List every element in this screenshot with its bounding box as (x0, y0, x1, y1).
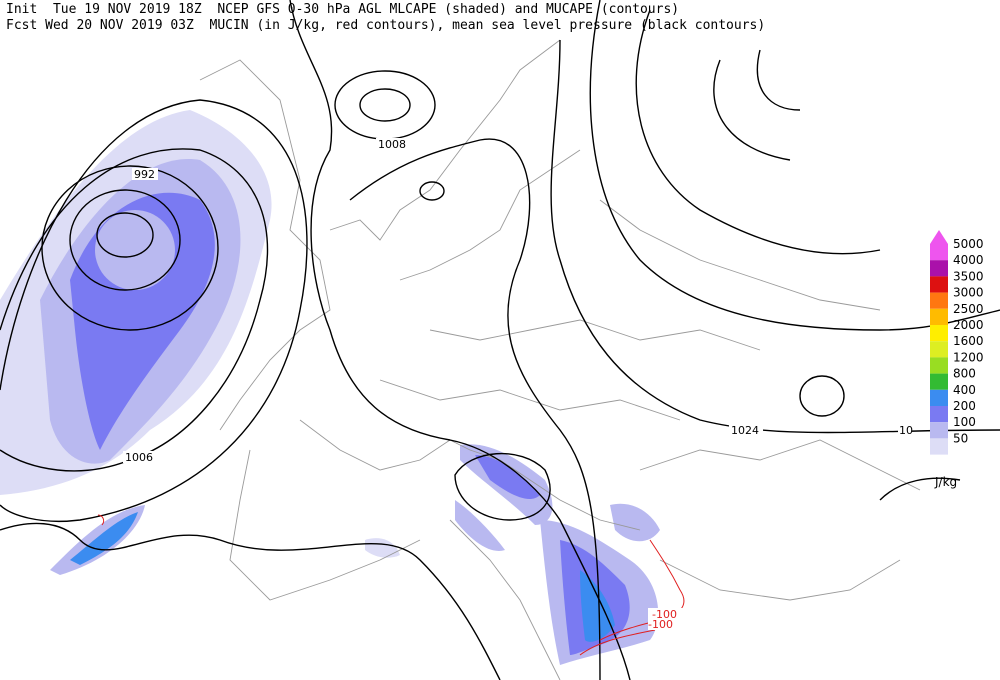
label-bg (648, 608, 684, 630)
legend-swatch (930, 341, 948, 358)
legend-label: 2500 (953, 302, 984, 316)
legend-swatch (930, 422, 948, 439)
contour-labels: 992 1008 1006 1024 10 -100 -100 (123, 138, 913, 631)
legend-label: 1200 (953, 350, 984, 364)
legend-unit: J/kg (934, 475, 957, 489)
legend-label: 400 (953, 383, 976, 397)
legend-label: 3000 (953, 286, 984, 300)
legend-label: 4000 (953, 253, 984, 267)
legend-label: 1600 (953, 334, 984, 348)
contour-label: 992 (134, 168, 155, 181)
legend-swatch (930, 406, 948, 423)
legend-label: 100 (953, 415, 976, 429)
legend-swatch (930, 276, 948, 293)
legend-swatch (930, 373, 948, 390)
legend-label: 2000 (953, 318, 984, 332)
label-bg (729, 424, 763, 436)
label-bg (898, 424, 912, 436)
legend: J/kg 5000 4000 3500 3000 2500 2000 1600 1200 800… (930, 230, 984, 489)
legend-swatch (930, 438, 948, 455)
cape-shading (0, 110, 660, 665)
legend-swatch (930, 308, 948, 325)
legend-swatch (930, 325, 948, 342)
legend-arrow (930, 230, 948, 244)
label-bg (132, 168, 158, 180)
header-line: Fcst Wed 20 NOV 2019 03Z MUCIN (in J/kg,… (6, 18, 765, 33)
coastlines (199, 39, 921, 680)
contour-label: 1008 (378, 138, 406, 151)
contour-label: 1024 (731, 424, 759, 437)
contour-label: -100 (648, 618, 673, 631)
legend-swatch (930, 260, 948, 277)
legend-swatch (930, 389, 948, 406)
label-bg (376, 138, 408, 150)
legend-swatch (930, 357, 948, 374)
legend-label: 200 (953, 399, 976, 413)
label-bg (123, 451, 155, 463)
legend-label: 3500 (953, 269, 984, 283)
contour-label: 10 (899, 424, 913, 437)
header-line: Init Tue 19 NOV 2019 18Z NCEP GFS 0-30 h… (6, 2, 679, 17)
contour-label: 1006 (125, 451, 153, 464)
legend-label: 800 (953, 367, 976, 381)
legend-swatch (930, 244, 948, 261)
legend-swatch (930, 292, 948, 309)
contour-label: -100 (652, 608, 677, 621)
legend-label: 50 (953, 431, 968, 445)
legend-label: 5000 (953, 237, 984, 251)
